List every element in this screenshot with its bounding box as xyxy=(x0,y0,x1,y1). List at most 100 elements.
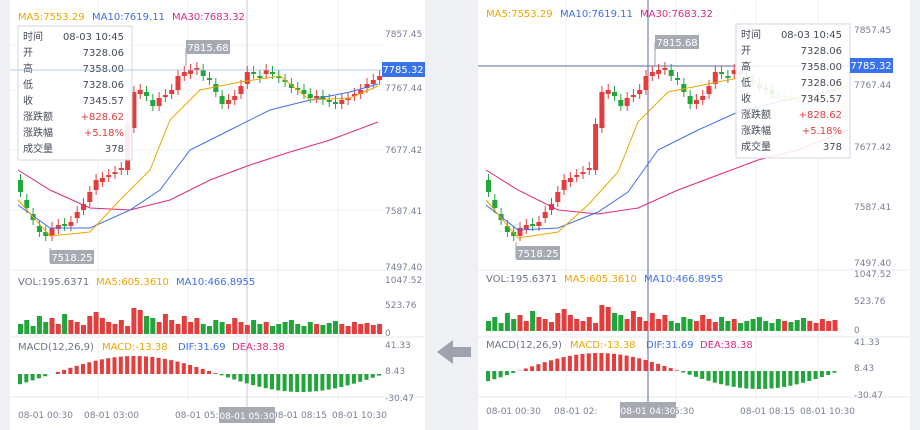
volume-bar xyxy=(238,322,244,334)
volume-bar xyxy=(81,325,86,334)
macd-bar xyxy=(232,374,237,380)
volume-bar xyxy=(567,315,573,331)
volume-bar xyxy=(62,314,68,334)
tooltip-label: 涨跌幅 xyxy=(741,124,771,137)
time-axis: 08-01 00:30 08-01 03:00 08-01 05:3 08-01… xyxy=(18,411,387,421)
macd-bar xyxy=(687,371,692,375)
volume-bar xyxy=(68,320,74,334)
volume-bar xyxy=(326,323,332,334)
ma5-legend: MA5:7553.29 xyxy=(18,12,85,23)
tooltip-value: 378 xyxy=(823,142,842,153)
vol-legend: VOL:195.6371 xyxy=(486,274,557,285)
macd-bar xyxy=(826,371,831,375)
macd-bar xyxy=(131,356,136,374)
volume-bar xyxy=(750,319,756,331)
macd-bar xyxy=(675,370,679,371)
candle-body xyxy=(574,175,580,177)
macd-bar xyxy=(106,358,111,374)
volume-bar xyxy=(618,315,624,331)
volume-bar xyxy=(194,318,200,334)
macd-axis-tick: -30.47 xyxy=(854,391,883,401)
candle-body xyxy=(561,180,567,190)
candle-body xyxy=(282,80,288,82)
candle-body xyxy=(504,226,510,232)
price-tick: 7767.44 xyxy=(385,84,422,94)
candle-body xyxy=(181,72,187,76)
candle-body xyxy=(693,100,699,104)
macd-bar xyxy=(175,361,180,374)
candle-body xyxy=(232,96,238,100)
volume-bar xyxy=(307,322,313,334)
macd-bar xyxy=(74,365,79,374)
candle-body xyxy=(687,96,693,104)
ohlc-tooltip: 时间 08-03 10:45 开 7328.06 高 7358.00 低 7328.06 收 73… xyxy=(17,25,133,161)
macd-bar xyxy=(144,356,148,374)
macd-bar xyxy=(586,353,591,371)
candle-body xyxy=(637,90,643,94)
candle-body xyxy=(263,70,269,74)
macd-bar xyxy=(662,365,667,371)
macd-bar xyxy=(364,374,369,380)
volume-bar xyxy=(630,311,636,331)
tooltip-value: +828.62 xyxy=(81,112,124,123)
candle-body xyxy=(492,200,498,208)
volume-bar xyxy=(769,323,775,331)
gridlines xyxy=(478,0,910,400)
volume-bar xyxy=(36,316,42,334)
macd-bar xyxy=(93,360,98,374)
macd-bar xyxy=(530,366,535,371)
volume-bar xyxy=(257,324,263,334)
ohlc-tooltip: 时间 08-03 10:45 开 7328.06 高 7358.00 低 7328.06 收 73… xyxy=(735,23,851,159)
candle-body xyxy=(118,168,124,170)
candle-body xyxy=(207,78,212,80)
kline-chart-after[interactable]: MA5:7553.29 MA10:7619.11 MA30:7683.32 时间… xyxy=(478,0,910,430)
macd-bar xyxy=(270,374,274,390)
dea-value: DEA:38.38 xyxy=(700,340,753,351)
svg-text:08-01 05:30: 08-01 05:30 xyxy=(220,412,275,422)
volume-bar xyxy=(693,321,699,331)
svg-text:7815.68: 7815.68 xyxy=(656,38,697,49)
dif-value: DIF:31.69 xyxy=(646,340,694,351)
volume-bar xyxy=(364,323,370,334)
volume-bar xyxy=(492,317,498,331)
candle-body xyxy=(593,124,599,170)
left-arrow-icon xyxy=(437,340,471,364)
candle-body xyxy=(700,96,706,100)
volume-bar xyxy=(137,310,143,334)
volume-bar xyxy=(49,318,55,334)
tooltip-value: 08-03 10:45 xyxy=(63,32,124,43)
volume-bar xyxy=(511,319,517,331)
ma10-legend: MA10:7619.11 xyxy=(92,12,165,23)
volume-bar xyxy=(832,320,838,331)
svg-text:08-01 08:15: 08-01 08:15 xyxy=(272,411,327,421)
kline-chart-before[interactable]: MA5:7553.29 MA10:7619.11 MA30:7683.32 时间… xyxy=(10,0,425,430)
macd-bar xyxy=(567,355,572,371)
svg-text:7815.68: 7815.68 xyxy=(187,43,228,54)
volume-bar xyxy=(244,325,250,334)
candle-body xyxy=(87,192,93,202)
price-tick: 7857.45 xyxy=(385,30,422,40)
candle-body xyxy=(624,98,630,106)
high-price-tag: 7815.68 xyxy=(654,35,699,66)
macd-bar xyxy=(282,374,287,392)
candle-body xyxy=(81,204,86,210)
candle-body xyxy=(536,222,542,226)
ma10-legend: MA10:7619.11 xyxy=(560,9,633,20)
candle-body xyxy=(675,78,680,80)
candle-body xyxy=(668,70,674,76)
tooltip-value: 7328.06 xyxy=(83,48,124,59)
volume-bar xyxy=(826,321,832,331)
tooltip-label: 涨跌额 xyxy=(741,108,771,121)
volume-bar xyxy=(593,323,599,331)
macd-bar xyxy=(225,374,230,378)
macd-bar xyxy=(156,357,161,374)
candle-body xyxy=(377,76,383,80)
macd-bar xyxy=(801,371,805,383)
candle-body xyxy=(511,232,517,236)
volume-bar xyxy=(282,322,288,334)
ma-line xyxy=(17,121,379,211)
candle-body xyxy=(55,225,61,229)
candle-body xyxy=(307,94,313,98)
candle-body xyxy=(517,228,523,236)
macd-bar xyxy=(345,374,350,386)
